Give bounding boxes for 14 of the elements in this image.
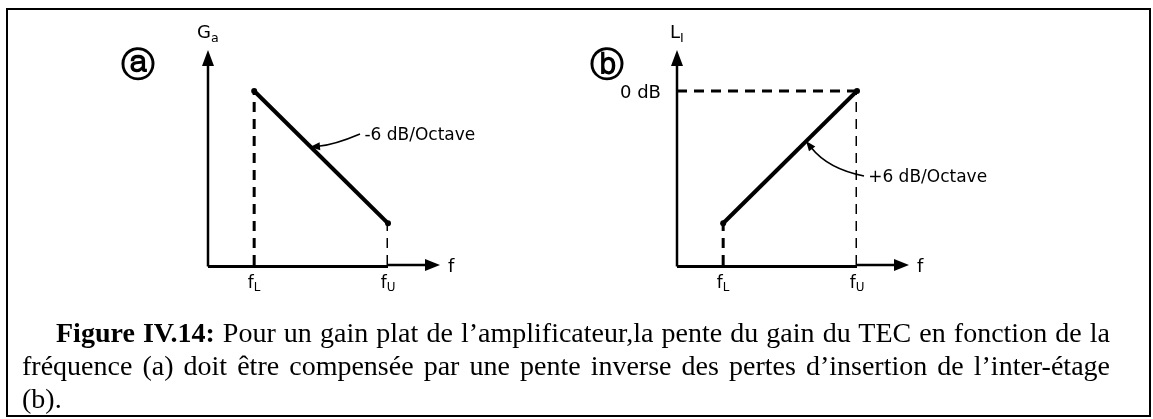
chart-title: ⓑ <box>589 43 624 84</box>
x-axis-title: f <box>917 255 924 276</box>
annotation: -6 dB/Octave <box>364 123 476 144</box>
x-tick-label: f$_{L}$ <box>716 271 730 295</box>
x-tick-label: f$_{U}$ <box>380 271 396 295</box>
x-axis-title: f <box>448 255 455 276</box>
ref-line-label: 0 dB <box>620 81 661 102</box>
x-tick-label: f$_{U}$ <box>849 271 865 295</box>
y-axis-title: G$_{a}$ <box>197 21 219 45</box>
chart-title: ⓐ <box>120 43 155 84</box>
text: Figure IV.14: Pour un gain plat de l’amplificateur,la pente du gain du TEC en fonction de la fréquence (a) doit être compensée par une pente inverse des pertes d’insertion de l’inter-étage (b). <box>22 316 1110 415</box>
y-axis-title: L$_{I}$ <box>670 21 684 45</box>
x-tick-label: f$_{L}$ <box>247 271 261 295</box>
text: +6 dB/Octave <box>868 166 988 187</box>
